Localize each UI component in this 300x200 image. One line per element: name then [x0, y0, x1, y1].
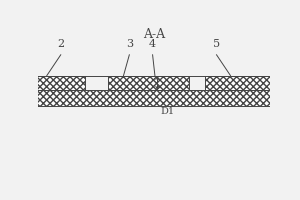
Bar — [205, 76, 275, 90]
Text: 2: 2 — [57, 39, 64, 49]
Text: D1: D1 — [161, 107, 175, 116]
Text: 3: 3 — [126, 39, 133, 49]
Text: A-A: A-A — [143, 28, 165, 41]
Bar — [33, 76, 85, 90]
Bar — [33, 90, 275, 106]
Text: 5: 5 — [213, 39, 220, 49]
Text: 4: 4 — [149, 39, 156, 49]
Bar — [108, 76, 189, 90]
